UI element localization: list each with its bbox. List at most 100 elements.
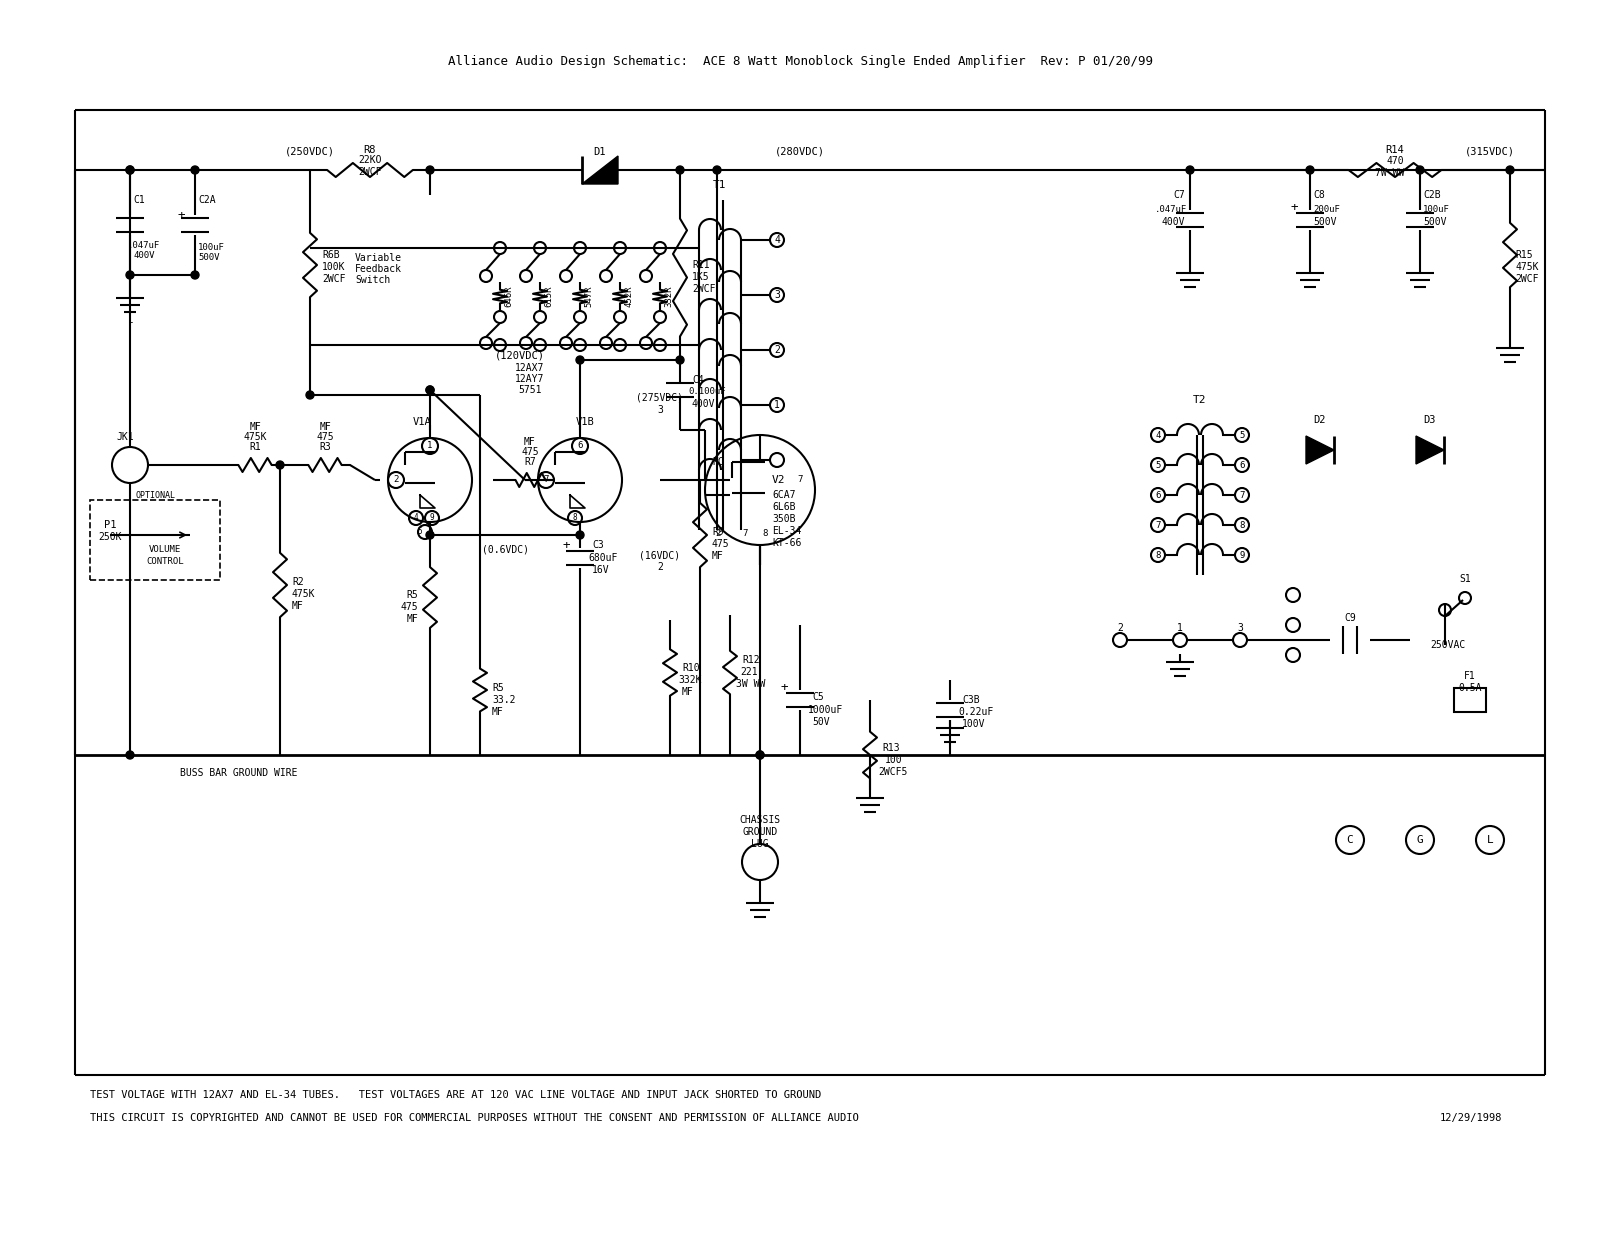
Circle shape xyxy=(675,166,685,173)
Text: 7: 7 xyxy=(742,529,747,538)
Text: 7W WW: 7W WW xyxy=(1376,169,1405,178)
Text: C: C xyxy=(1347,835,1354,845)
Text: (0.6VDC): (0.6VDC) xyxy=(482,544,528,554)
Text: Switch: Switch xyxy=(355,275,390,285)
Text: 7: 7 xyxy=(544,476,549,484)
Text: R5: R5 xyxy=(493,683,504,693)
Text: R7: R7 xyxy=(525,457,536,467)
Text: 680uF: 680uF xyxy=(589,553,618,563)
Text: 1: 1 xyxy=(427,441,432,451)
Text: 1K5: 1K5 xyxy=(691,273,710,282)
Circle shape xyxy=(126,166,134,173)
Text: 475K: 475K xyxy=(291,589,315,598)
Text: 6: 6 xyxy=(1155,491,1160,499)
Text: 332K: 332K xyxy=(678,675,701,685)
Circle shape xyxy=(576,532,584,539)
Text: 470: 470 xyxy=(1386,156,1403,166)
Text: 100uF: 100uF xyxy=(198,243,226,252)
Bar xyxy=(1454,688,1486,712)
Text: 2: 2 xyxy=(1117,623,1123,633)
Polygon shape xyxy=(1416,436,1443,463)
Text: (16VDC): (16VDC) xyxy=(640,550,680,560)
Text: 1: 1 xyxy=(774,400,779,410)
Text: G: G xyxy=(1416,835,1424,845)
Text: 475: 475 xyxy=(400,602,418,612)
Circle shape xyxy=(1306,166,1314,173)
Text: C8: C8 xyxy=(1314,190,1325,199)
Text: L: L xyxy=(1486,835,1493,845)
Text: 250K: 250K xyxy=(98,532,122,541)
Text: 400V: 400V xyxy=(133,252,155,260)
Text: D3: D3 xyxy=(1424,415,1437,425)
Text: 2WCF5: 2WCF5 xyxy=(878,767,907,777)
Text: C5: C5 xyxy=(813,693,824,703)
Text: 0.100uF: 0.100uF xyxy=(688,388,726,396)
Circle shape xyxy=(757,751,765,760)
Text: 2: 2 xyxy=(394,476,398,484)
Text: 3: 3 xyxy=(1237,623,1243,633)
Text: 2: 2 xyxy=(715,529,720,538)
Text: (280VDC): (280VDC) xyxy=(774,147,826,157)
Text: 4: 4 xyxy=(1155,430,1160,440)
Circle shape xyxy=(1416,166,1424,173)
Text: LUG: LUG xyxy=(750,839,770,849)
Text: V1B: V1B xyxy=(576,418,594,427)
Text: 615R: 615R xyxy=(544,285,554,307)
Text: +: + xyxy=(781,680,787,694)
Circle shape xyxy=(126,271,134,279)
Text: 221: 221 xyxy=(739,667,758,676)
Text: MF: MF xyxy=(406,615,418,624)
Text: THIS CIRCUIT IS COPYRIGHTED AND CANNOT BE USED FOR COMMERCIAL PURPOSES WITHOUT T: THIS CIRCUIT IS COPYRIGHTED AND CANNOT B… xyxy=(90,1113,859,1123)
Text: 4: 4 xyxy=(774,235,779,245)
Text: TEST VOLTAGE WITH 12AX7 AND EL-34 TUBES.   TEST VOLTAGES ARE AT 120 VAC LINE VOL: TEST VOLTAGE WITH 12AX7 AND EL-34 TUBES.… xyxy=(90,1090,821,1100)
Text: 3: 3 xyxy=(658,405,662,415)
Text: 4: 4 xyxy=(414,513,418,523)
Text: MF: MF xyxy=(291,601,304,611)
Text: 2WCF: 2WCF xyxy=(1515,274,1539,284)
Text: VOLUME: VOLUME xyxy=(149,545,181,555)
Text: 5: 5 xyxy=(1155,461,1160,470)
Text: 475: 475 xyxy=(317,432,334,442)
Circle shape xyxy=(190,166,198,173)
Text: 475: 475 xyxy=(522,447,539,457)
Circle shape xyxy=(426,387,434,394)
Text: R2: R2 xyxy=(291,577,304,587)
Text: +: + xyxy=(178,208,186,222)
Text: V1A: V1A xyxy=(413,418,432,427)
Text: R14: R14 xyxy=(1386,145,1405,155)
Text: Variable: Variable xyxy=(355,253,402,263)
Text: D2: D2 xyxy=(1314,415,1326,425)
Bar xyxy=(90,501,221,580)
Text: 1000uF: 1000uF xyxy=(808,705,843,715)
Circle shape xyxy=(126,166,134,173)
Text: 5: 5 xyxy=(1240,430,1245,440)
Text: 0.5A: 0.5A xyxy=(1458,683,1482,693)
Text: NC: NC xyxy=(712,457,723,467)
Text: R15: R15 xyxy=(1515,250,1533,260)
Text: 100V: 100V xyxy=(962,719,986,729)
Text: C4: C4 xyxy=(691,375,704,385)
Text: JK1: JK1 xyxy=(117,432,134,442)
Polygon shape xyxy=(582,156,618,185)
Text: BUSS BAR GROUND WIRE: BUSS BAR GROUND WIRE xyxy=(179,768,298,778)
Text: 200uF: 200uF xyxy=(1314,206,1339,214)
Circle shape xyxy=(675,356,685,364)
Text: 22KO: 22KO xyxy=(358,155,382,165)
Text: 9: 9 xyxy=(430,513,434,523)
Text: MF: MF xyxy=(493,707,504,717)
Text: 7: 7 xyxy=(1240,491,1245,499)
Text: 2WCF: 2WCF xyxy=(322,274,346,284)
Text: 6: 6 xyxy=(1240,461,1245,470)
Text: D1: D1 xyxy=(594,147,606,157)
Text: MF: MF xyxy=(318,422,331,432)
Text: R9: R9 xyxy=(712,527,723,536)
Text: C3B: C3B xyxy=(962,695,979,705)
Text: 12AX7: 12AX7 xyxy=(515,363,544,373)
Text: 475K: 475K xyxy=(243,432,267,442)
Text: Feedback: Feedback xyxy=(355,264,402,274)
Text: 100: 100 xyxy=(885,755,902,764)
Text: 250VAC: 250VAC xyxy=(1430,641,1466,650)
Text: KT-66: KT-66 xyxy=(771,538,802,548)
Text: Alliance Audio Design Schematic:  ACE 8 Watt Monoblock Single Ended Amplifier  R: Alliance Audio Design Schematic: ACE 8 W… xyxy=(448,56,1152,68)
Text: 8: 8 xyxy=(1240,520,1245,529)
